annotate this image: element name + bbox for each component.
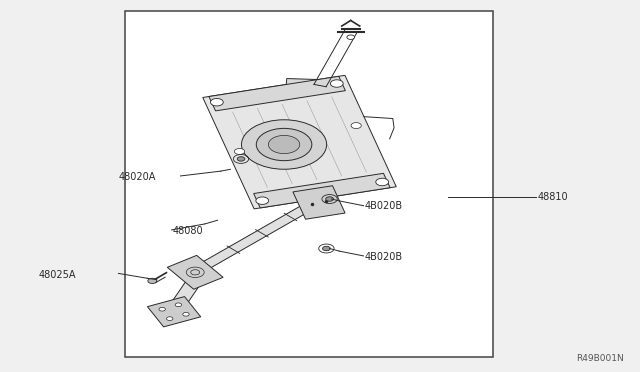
Text: R49B001N: R49B001N [576,354,624,363]
Circle shape [166,317,173,321]
Polygon shape [293,186,345,219]
Circle shape [330,80,343,87]
Circle shape [326,197,333,201]
Polygon shape [209,76,346,111]
Text: 48810: 48810 [538,192,568,202]
Text: 48025A: 48025A [38,270,76,280]
Circle shape [351,123,362,129]
Circle shape [376,178,388,186]
Circle shape [234,148,244,154]
Circle shape [241,120,326,169]
Polygon shape [285,78,321,92]
Polygon shape [253,173,390,208]
Circle shape [256,197,269,204]
Circle shape [268,135,300,154]
Circle shape [323,246,330,251]
Polygon shape [171,278,202,307]
Circle shape [159,307,165,311]
Polygon shape [147,296,201,327]
Polygon shape [203,76,396,209]
Circle shape [211,99,223,106]
Circle shape [148,278,157,283]
Polygon shape [200,198,323,269]
Circle shape [237,157,245,161]
Polygon shape [167,255,223,289]
Circle shape [256,128,312,161]
Text: 48080: 48080 [173,226,204,235]
Circle shape [347,35,355,39]
Text: 4B020B: 4B020B [365,252,403,262]
Circle shape [175,303,182,307]
Bar [125,11,493,357]
Text: 4B020B: 4B020B [365,202,403,211]
Text: 48020A: 48020A [118,172,156,182]
Circle shape [183,312,189,316]
